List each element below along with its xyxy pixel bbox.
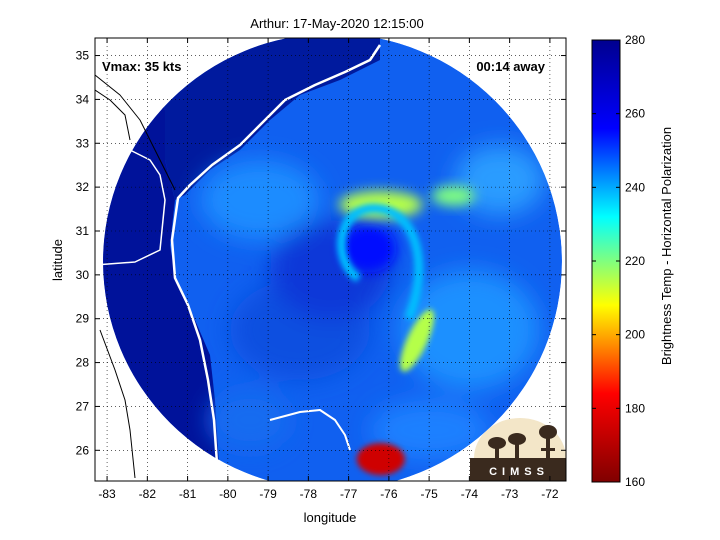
logo-text: CIMSS xyxy=(489,466,549,478)
y-tick-label: 33 xyxy=(76,136,90,150)
y-tick-label: 26 xyxy=(76,443,90,457)
feature-east-band xyxy=(400,309,435,372)
logo-band xyxy=(470,458,566,481)
x-axis-label: longitude xyxy=(304,510,357,525)
feature-ne-band xyxy=(431,185,476,206)
y-tick-label: 35 xyxy=(76,49,90,63)
x-tick-label: -79 xyxy=(259,487,277,501)
x-tick-label: -74 xyxy=(461,487,479,501)
colorbar-ticks: 160 180 200 220 240 260 280 xyxy=(592,33,645,489)
x-tick-label: -73 xyxy=(501,487,519,501)
x-tick-label: -76 xyxy=(380,487,398,501)
x-tick-label: -77 xyxy=(340,487,358,501)
x-axis-ticks: -83 -82 -81 -80 -79 -78 -77 -76 -75 -74 -73 -72 xyxy=(98,38,559,501)
coastlines xyxy=(95,44,382,479)
feature-south-convection xyxy=(356,443,405,476)
y-tick-label: 30 xyxy=(76,268,90,282)
colorbar-tick-label: 240 xyxy=(625,180,645,194)
x-tick-label: -75 xyxy=(420,487,438,501)
colorbar-tick-label: 280 xyxy=(625,33,645,47)
colorbar-tick-label: 180 xyxy=(625,401,645,415)
x-tick-label: -72 xyxy=(541,487,559,501)
y-tick-label: 28 xyxy=(76,356,90,370)
y-tick-label: 32 xyxy=(76,180,90,194)
time-away-annotation: 00:14 away xyxy=(476,59,545,74)
y-axis-ticks: 26 27 28 29 30 31 32 33 34 35 xyxy=(76,49,566,457)
feature-eye-region xyxy=(340,224,397,273)
y-tick-label: 29 xyxy=(76,312,90,326)
spiral-arm xyxy=(336,203,424,321)
x-tick-label: -83 xyxy=(98,487,116,501)
axes-frame xyxy=(94,37,567,482)
ocean-texture xyxy=(200,145,545,460)
chart-title: Arthur: 17-May-2020 12:15:00 xyxy=(250,16,423,31)
y-tick-label: 27 xyxy=(76,399,90,413)
feature-bands xyxy=(336,185,476,476)
cimss-logo: CIMSS xyxy=(470,418,566,481)
land-region-carolinas xyxy=(140,38,380,200)
x-tick-label: -82 xyxy=(139,487,157,501)
x-tick-label: -81 xyxy=(179,487,197,501)
colorbar xyxy=(591,39,621,483)
colorbar-tick-label: 260 xyxy=(625,107,645,121)
vmax-annotation: Vmax: 35 kts xyxy=(102,59,182,74)
colorbar-label: Brightness Temp - Horizontal Polarizatio… xyxy=(659,127,674,365)
logo-dishes-icon xyxy=(488,425,557,458)
y-tick-label: 34 xyxy=(76,92,90,106)
colorbar-tick-label: 220 xyxy=(625,254,645,268)
colorbar-tick-label: 200 xyxy=(625,328,645,342)
x-tick-label: -80 xyxy=(219,487,237,501)
x-tick-label: -78 xyxy=(300,487,318,501)
y-axis-label: latitude xyxy=(50,239,65,281)
y-tick-label: 31 xyxy=(76,224,90,238)
colorbar-tick-label: 160 xyxy=(625,475,645,489)
